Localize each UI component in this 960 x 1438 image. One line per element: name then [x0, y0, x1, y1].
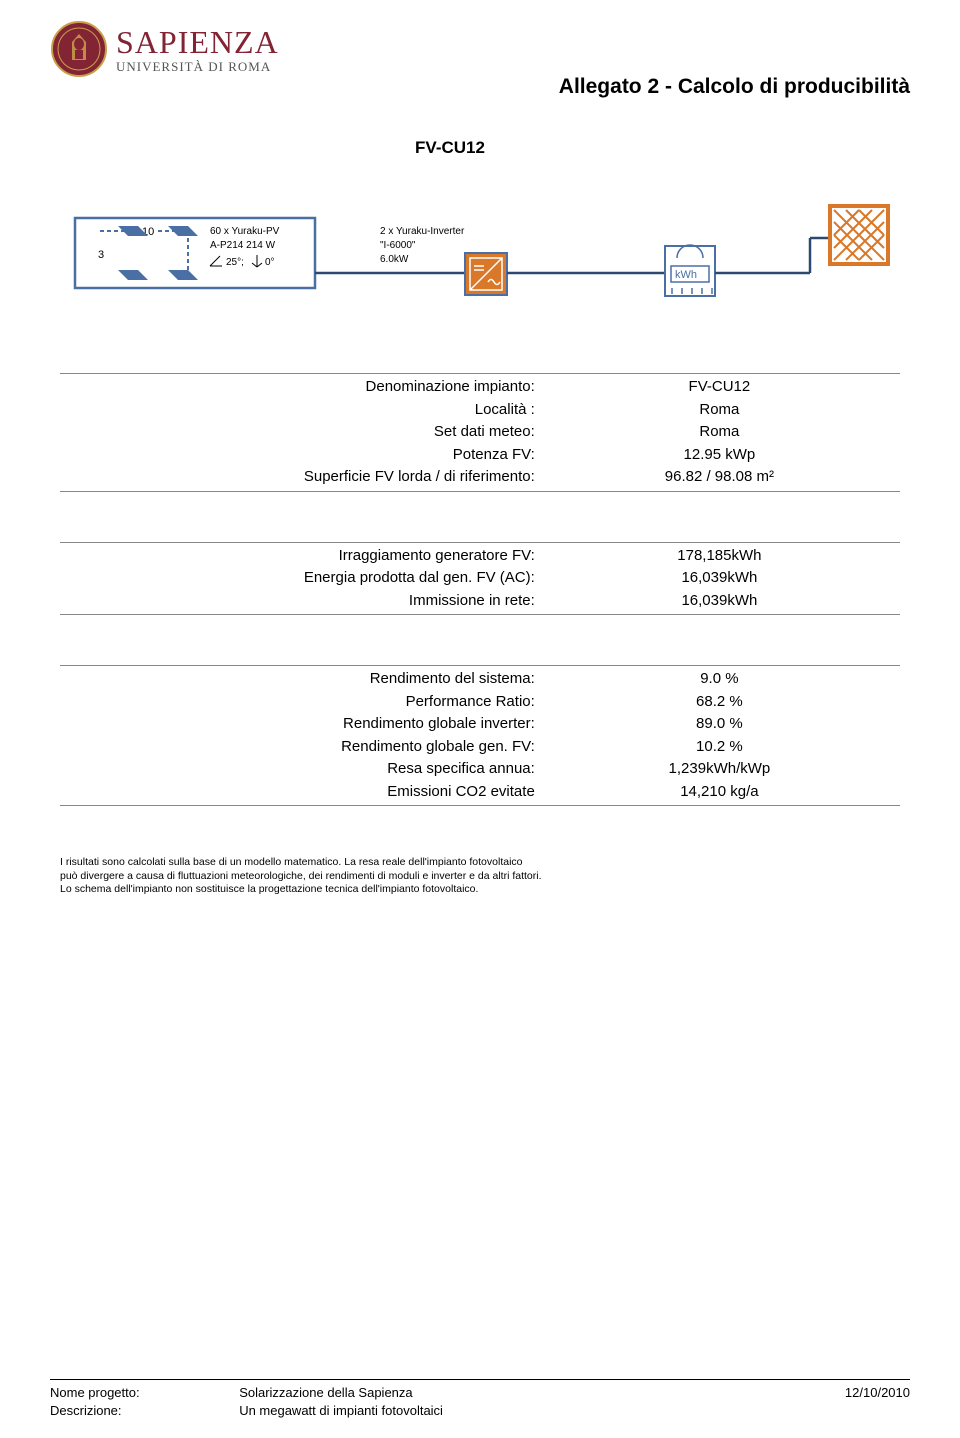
info-value: 10.2 % [539, 736, 900, 759]
info-value: 9.0 % [539, 668, 900, 691]
info-value: 16,039kWh [539, 590, 900, 613]
info-label: Set dati meteo: [60, 421, 539, 444]
footer-date: 12/10/2010 [755, 1384, 910, 1402]
info-row: Set dati meteo:Roma [60, 421, 900, 444]
info-row: Denominazione impianto:FV-CU12 [60, 376, 900, 399]
info-label: Potenza FV: [60, 444, 539, 467]
panel-left-count: 3 [98, 249, 104, 261]
info-label: Denominazione impianto: [60, 376, 539, 399]
info-label: Emissioni CO2 evitate [60, 781, 539, 804]
disclaimer-line: Lo schema dell'impianto non sostituisce … [60, 883, 900, 897]
info-row: Potenza FV:12.95 kWp [60, 444, 900, 467]
info-row: Energia prodotta dal gen. FV (AC):16,039… [60, 567, 900, 590]
info-value: Roma [539, 399, 900, 422]
footer-value: Solarizzazione della Sapienza [239, 1384, 755, 1402]
info-row: Rendimento globale gen. FV:10.2 % [60, 736, 900, 759]
system-diagram: 10 3 60 x Yuraku-PV A-P214 214 W 25°; [50, 198, 910, 313]
meter-label: kWh [675, 269, 697, 281]
header: SAPIENZA UNIVERSITÀ DI ROMA [50, 20, 910, 78]
info-label: Località : [60, 399, 539, 422]
footer-label: Descrizione: [50, 1402, 239, 1420]
info-row: Performance Ratio:68.2 % [60, 691, 900, 714]
info-label: Resa specifica annua: [60, 758, 539, 781]
info-label: Rendimento globale gen. FV: [60, 736, 539, 759]
info-value: 178,185kWh [539, 545, 900, 568]
info-value: 96.82 / 98.08 m² [539, 466, 900, 489]
info-label: Rendimento globale inverter: [60, 713, 539, 736]
footer-label: Nome progetto: [50, 1384, 239, 1402]
info-value: 68.2 % [539, 691, 900, 714]
info-value: 12.95 kWp [539, 444, 900, 467]
info-label: Superficie FV lorda / di riferimento: [60, 466, 539, 489]
info-value: 89.0 % [539, 713, 900, 736]
info-block-1: Denominazione impianto:FV-CU12Località :… [60, 373, 900, 492]
info-value: Roma [539, 421, 900, 444]
info-label: Immissione in rete: [60, 590, 539, 613]
subtitle: FV-CU12 [0, 138, 910, 158]
svg-text:25°;: 25°; [226, 257, 244, 268]
footer: Nome progetto: Solarizzazione della Sapi… [50, 1379, 910, 1420]
svg-text:2 x Yuraku-Inverter: 2 x Yuraku-Inverter [380, 226, 465, 237]
info-block-2: Irraggiamento generatore FV:178,185kWhEn… [60, 542, 900, 616]
info-row: Emissioni CO2 evitate14,210 kg/a [60, 781, 900, 804]
disclaimer-line: I risultati sono calcolati sulla base di… [60, 856, 900, 870]
info-row: Immissione in rete:16,039kWh [60, 590, 900, 613]
info-row: Rendimento globale inverter:89.0 % [60, 713, 900, 736]
logo-main-text: SAPIENZA [116, 26, 279, 58]
svg-text:A-P214 214 W: A-P214 214 W [210, 240, 276, 251]
svg-text:"I-6000": "I-6000" [380, 240, 416, 251]
svg-text:0°: 0° [265, 257, 275, 268]
info-label: Rendimento del sistema: [60, 668, 539, 691]
disclaimer: I risultati sono calcolati sulla base di… [60, 856, 900, 897]
info-row: Irraggiamento generatore FV:178,185kWh [60, 545, 900, 568]
document-title: Allegato 2 - Calcolo di producibilità [559, 75, 910, 99]
info-value: FV-CU12 [539, 376, 900, 399]
info-value: 1,239kWh/kWp [539, 758, 900, 781]
svg-text:60 x Yuraku-PV: 60 x Yuraku-PV [210, 226, 280, 237]
disclaimer-line: può divergere a causa di fluttuazioni me… [60, 870, 900, 884]
info-row: Località :Roma [60, 399, 900, 422]
logo-sub-text: UNIVERSITÀ DI ROMA [116, 60, 279, 73]
university-seal-icon [50, 20, 108, 78]
info-row: Resa specifica annua:1,239kWh/kWp [60, 758, 900, 781]
footer-value: Un megawatt di impianti fotovoltaici [239, 1402, 755, 1420]
info-value: 16,039kWh [539, 567, 900, 590]
info-row: Rendimento del sistema:9.0 % [60, 668, 900, 691]
info-row: Superficie FV lorda / di riferimento:96.… [60, 466, 900, 489]
info-block-3: Rendimento del sistema:9.0 %Performance … [60, 665, 900, 806]
info-value: 14,210 kg/a [539, 781, 900, 804]
info-label: Irraggiamento generatore FV: [60, 545, 539, 568]
logo-block: SAPIENZA UNIVERSITÀ DI ROMA [50, 20, 279, 78]
info-label: Performance Ratio: [60, 691, 539, 714]
svg-text:6.0kW: 6.0kW [380, 254, 409, 265]
info-label: Energia prodotta dal gen. FV (AC): [60, 567, 539, 590]
